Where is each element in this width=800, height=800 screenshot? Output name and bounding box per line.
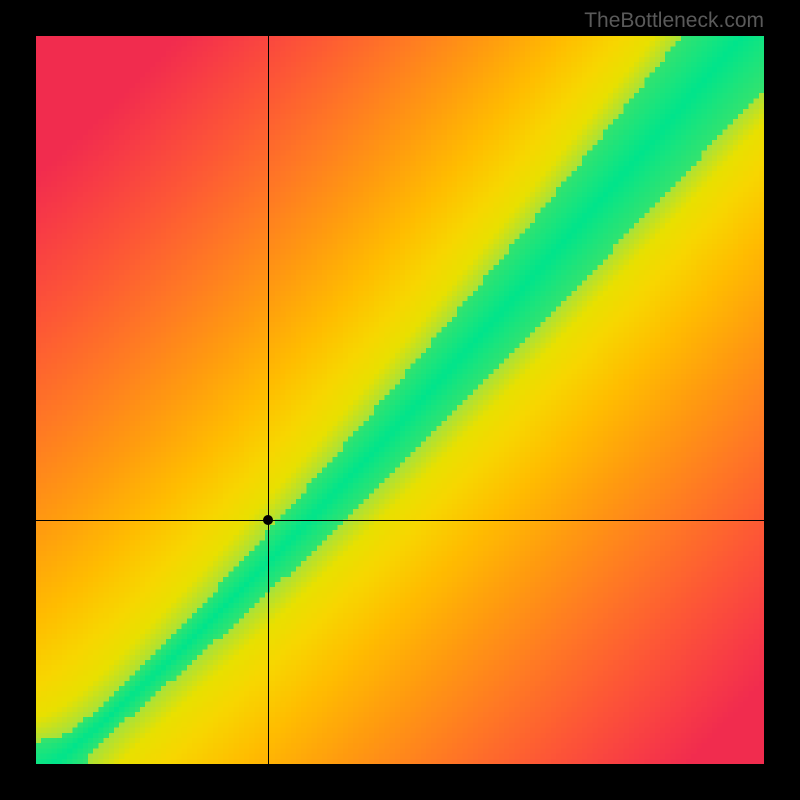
crosshair-vertical bbox=[268, 36, 269, 764]
crosshair-horizontal bbox=[36, 520, 764, 521]
selected-point-marker bbox=[263, 515, 273, 525]
plot-area bbox=[36, 36, 764, 764]
watermark-text: TheBottleneck.com bbox=[584, 9, 764, 33]
heatmap-canvas bbox=[36, 36, 764, 764]
